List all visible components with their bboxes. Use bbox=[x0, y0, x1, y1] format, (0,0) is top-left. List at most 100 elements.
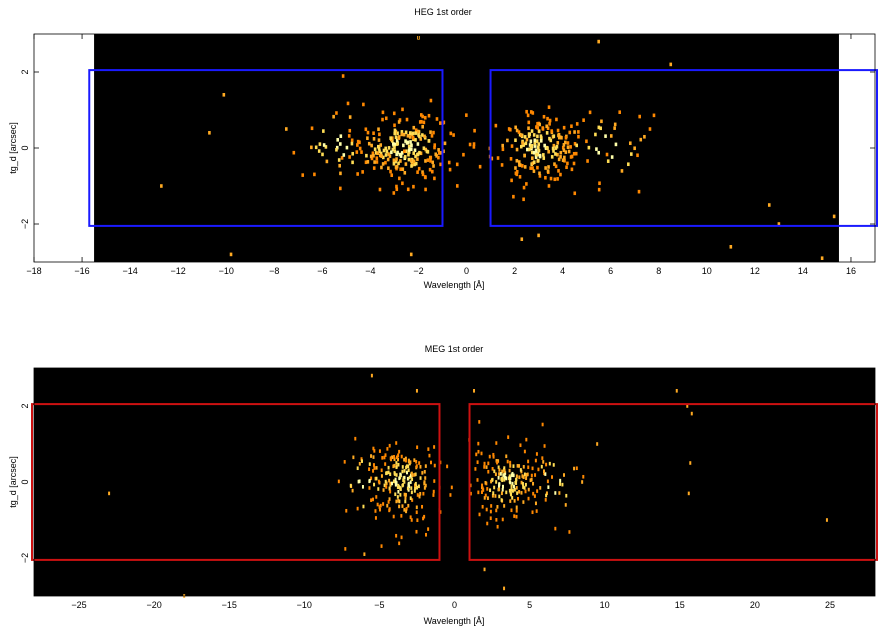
event-pixel bbox=[508, 468, 511, 473]
x-tick-label: 14 bbox=[798, 266, 808, 276]
event-pixel bbox=[538, 122, 541, 127]
event-pixel bbox=[502, 473, 505, 477]
event-pixel bbox=[408, 475, 411, 480]
event-pixel bbox=[500, 491, 503, 496]
event-pixel bbox=[374, 516, 377, 520]
event-pixel bbox=[544, 472, 547, 476]
event-pixel bbox=[554, 164, 558, 169]
event-pixel bbox=[395, 142, 399, 146]
event-pixel bbox=[486, 496, 489, 500]
event-pixel bbox=[375, 495, 378, 499]
event-pixel bbox=[442, 120, 446, 125]
event-pixel bbox=[489, 509, 492, 514]
event-pixel bbox=[548, 122, 551, 126]
event-pixel bbox=[575, 466, 578, 471]
event-pixel bbox=[544, 166, 547, 170]
event-pixel bbox=[384, 479, 387, 484]
event-pixel bbox=[208, 131, 211, 135]
event-pixel bbox=[495, 518, 498, 522]
event-pixel bbox=[832, 214, 836, 219]
event-pixel bbox=[372, 463, 375, 467]
event-pixel bbox=[546, 169, 550, 173]
event-pixel bbox=[529, 110, 533, 114]
event-pixel bbox=[447, 160, 451, 165]
event-pixel bbox=[669, 62, 673, 67]
x-tick-label: −10 bbox=[219, 266, 234, 276]
event-pixel bbox=[337, 479, 340, 484]
event-pixel bbox=[397, 498, 400, 503]
event-pixel bbox=[395, 473, 398, 477]
event-pixel bbox=[544, 175, 547, 180]
event-pixel bbox=[322, 129, 325, 133]
event-pixel bbox=[390, 481, 393, 486]
event-pixel bbox=[429, 155, 433, 160]
event-pixel bbox=[613, 126, 616, 130]
event-pixel bbox=[531, 510, 534, 515]
event-pixel bbox=[339, 142, 342, 146]
event-pixel bbox=[552, 134, 556, 139]
x-tick-label: −10 bbox=[297, 600, 312, 610]
event-pixel bbox=[423, 486, 426, 490]
event-pixel bbox=[387, 152, 390, 156]
event-pixel bbox=[371, 497, 374, 502]
event-pixel bbox=[313, 172, 316, 177]
event-pixel bbox=[527, 487, 530, 492]
event-pixel bbox=[415, 505, 418, 510]
event-pixel bbox=[532, 160, 536, 165]
event-pixel bbox=[494, 123, 498, 128]
event-pixel bbox=[531, 156, 534, 161]
event-pixel bbox=[521, 141, 524, 145]
event-pixel bbox=[525, 182, 528, 186]
event-pixel bbox=[573, 141, 577, 146]
event-pixel bbox=[310, 126, 314, 131]
event-pixel bbox=[560, 135, 563, 140]
event-pixel bbox=[360, 459, 363, 463]
event-pixel bbox=[572, 151, 576, 156]
event-pixel bbox=[373, 160, 376, 164]
event-pixel bbox=[462, 152, 465, 157]
event-pixel bbox=[515, 474, 518, 479]
event-pixel bbox=[416, 152, 420, 157]
event-pixel bbox=[534, 155, 538, 159]
event-pixel bbox=[392, 191, 396, 195]
event-pixel bbox=[499, 472, 502, 476]
event-pixel bbox=[618, 110, 622, 114]
event-pixel bbox=[493, 485, 496, 490]
event-pixel bbox=[545, 462, 548, 467]
event-pixel bbox=[494, 494, 497, 498]
event-pixel bbox=[432, 164, 435, 168]
event-pixel bbox=[570, 124, 573, 129]
event-pixel bbox=[419, 137, 423, 141]
event-pixel bbox=[399, 159, 402, 163]
event-pixel bbox=[415, 529, 418, 534]
event-pixel bbox=[555, 117, 558, 122]
event-pixel bbox=[407, 468, 410, 473]
event-pixel bbox=[395, 499, 398, 504]
event-pixel bbox=[511, 489, 514, 493]
event-pixel bbox=[401, 465, 404, 469]
event-pixel bbox=[423, 175, 427, 179]
event-pixel bbox=[398, 118, 402, 122]
event-pixel bbox=[421, 471, 424, 475]
event-pixel bbox=[404, 493, 407, 497]
event-pixel bbox=[505, 490, 508, 495]
heg-event-pixels bbox=[160, 36, 836, 260]
event-pixel bbox=[535, 125, 538, 129]
event-pixel bbox=[520, 480, 523, 485]
event-pixel bbox=[393, 455, 396, 459]
event-pixel bbox=[542, 460, 545, 464]
event-pixel bbox=[508, 474, 511, 479]
event-pixel bbox=[416, 170, 419, 174]
event-pixel bbox=[348, 115, 352, 119]
event-pixel bbox=[493, 469, 496, 474]
event-pixel bbox=[401, 483, 404, 488]
event-pixel bbox=[554, 526, 557, 531]
event-pixel bbox=[310, 145, 313, 150]
event-pixel bbox=[389, 169, 392, 174]
event-pixel bbox=[414, 161, 418, 166]
event-pixel bbox=[372, 455, 375, 459]
event-pixel bbox=[433, 463, 436, 468]
event-pixel bbox=[342, 153, 346, 157]
event-pixel bbox=[529, 139, 533, 144]
event-pixel bbox=[414, 486, 417, 491]
